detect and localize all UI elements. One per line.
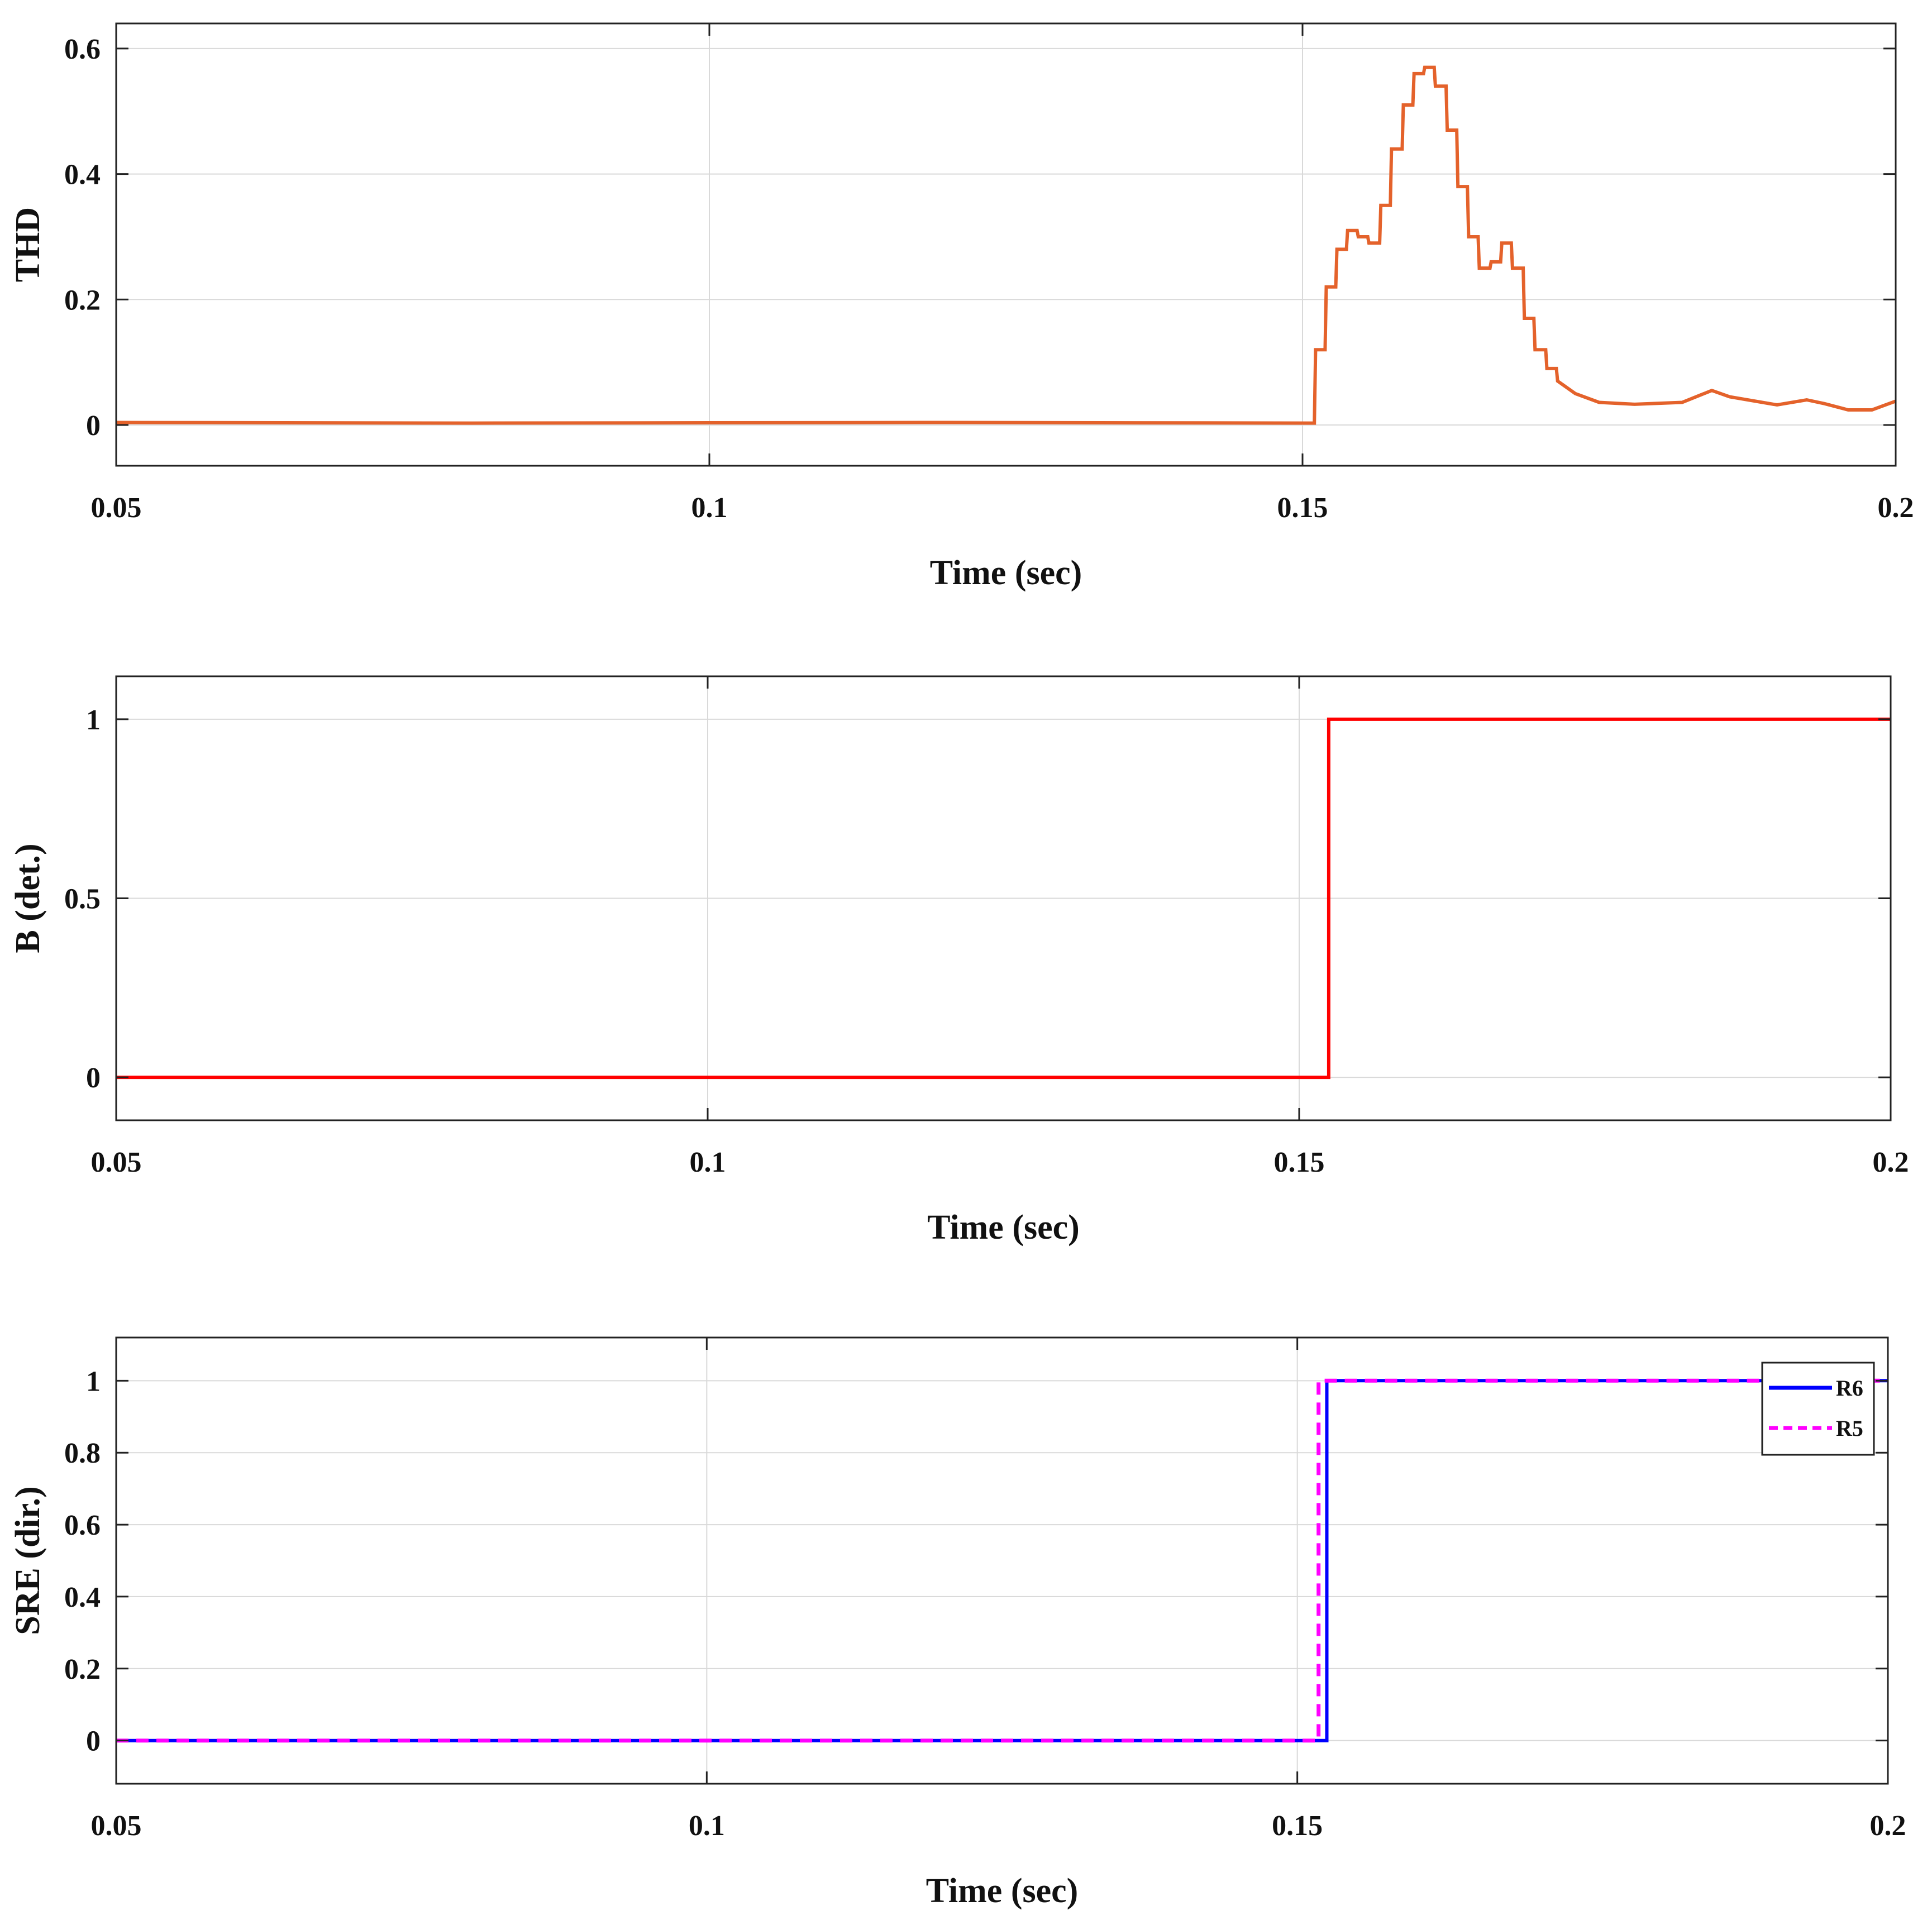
y-tick-label: 0.2 — [64, 1654, 101, 1685]
x-tick-label: 0.15 — [1274, 1147, 1325, 1178]
chart-thd: 0.05 0.1 0.15 0.2 0 0.2 0.4 0.6 Time (sec) THD — [9, 22, 1914, 592]
y-tick-label: 0.4 — [64, 1582, 101, 1613]
y-tick-label: 1 — [86, 704, 101, 736]
x-tick-label: 0.2 — [1873, 1147, 1909, 1178]
legend-label-r6: R6 — [1836, 1375, 1863, 1401]
x-axis-label: Time (sec) — [926, 1872, 1079, 1910]
y-tick-label: 0 — [86, 1062, 101, 1094]
y-tick-label: 1 — [86, 1365, 101, 1397]
x-tick-label: 0.15 — [1272, 1810, 1323, 1842]
y-tick-label: 0.6 — [64, 34, 101, 65]
y-tick-label: 0.6 — [64, 1510, 101, 1541]
y-axis-label: SRE (dir.) — [9, 1486, 47, 1635]
x-tick-label: 0.1 — [691, 492, 728, 524]
x-axis-label: Time (sec) — [930, 554, 1082, 592]
chart-sre-dir: 0.05 0.1 0.15 0.2 0 0.2 0.4 0.6 0.8 1 Time (sec) SR… — [9, 1336, 1906, 1910]
y-axis-label: B (det.) — [9, 843, 47, 953]
series-line-1 — [116, 717, 1891, 1080]
chart-b-det: 0.05 0.1 0.15 0.2 0 0.5 1 Time (sec) B (det.) — [9, 675, 1909, 1246]
series-line-r6 — [116, 1379, 1888, 1742]
series-line-1 — [116, 65, 1897, 425]
x-tick-label: 0.05 — [91, 492, 142, 524]
y-tick-label: 0.5 — [64, 883, 101, 915]
legend-label-r5: R5 — [1836, 1416, 1863, 1441]
y-tick-label: 0.4 — [64, 159, 101, 191]
x-tick-label: 0.05 — [91, 1810, 142, 1842]
x-tick-label: 0.2 — [1870, 1810, 1906, 1842]
y-tick-label: 0 — [86, 410, 101, 442]
x-tick-label: 0.05 — [91, 1147, 142, 1178]
plot-frame — [115, 22, 1897, 467]
legend-box — [1761, 1362, 1875, 1456]
y-tick-label: 0.8 — [64, 1437, 101, 1469]
legend: R6 R5 — [1761, 1362, 1875, 1456]
y-axis-label: THD — [9, 207, 47, 282]
x-tick-label: 0.1 — [690, 1147, 726, 1178]
x-tick-label: 0.15 — [1277, 492, 1328, 524]
x-tick-label: 0.1 — [689, 1810, 725, 1842]
y-tick-label: 0 — [86, 1726, 101, 1757]
y-tick-label: 0.2 — [64, 284, 101, 316]
x-tick-label: 0.2 — [1878, 492, 1914, 524]
series-line-r5 — [116, 1378, 1888, 1743]
plot-frame — [115, 1336, 1889, 1785]
x-axis-label: Time (sec) — [927, 1209, 1080, 1246]
